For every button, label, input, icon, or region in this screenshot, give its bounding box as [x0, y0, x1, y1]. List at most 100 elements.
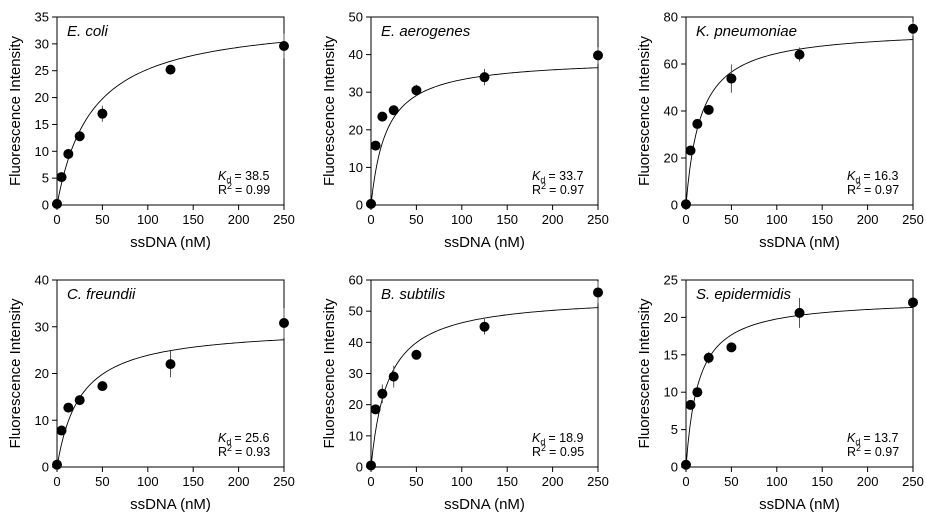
r2-annotation: R2 = 0.95 [532, 443, 584, 459]
y-axis-title: Fluorescence Intensity [321, 298, 338, 449]
x-axis-title: ssDNA (nM) [130, 234, 211, 251]
y-tick-label: 10 [35, 413, 49, 428]
y-tick-label: 60 [664, 57, 678, 72]
y-axis-title: Fluorescence Intensity [321, 35, 338, 186]
kd-subscript: d [226, 437, 231, 447]
x-tick-label: 0 [367, 474, 374, 489]
x-tick-label: 100 [137, 474, 159, 489]
x-tick-label: 50 [724, 212, 738, 227]
kd-subscript: d [226, 175, 231, 185]
x-tick-label: 0 [682, 212, 689, 227]
r2-annotation: R2 = 0.99 [218, 181, 270, 197]
r2-value: = 0.97 [864, 183, 899, 197]
r2-symbol: R [532, 445, 541, 459]
y-tick-label: 50 [349, 10, 363, 25]
x-tick-label: 200 [542, 474, 564, 489]
data-point [794, 49, 805, 60]
x-axis-title: ssDNA (nM) [130, 496, 211, 513]
x-tick-label: 200 [857, 474, 879, 489]
x-tick-label: 50 [409, 474, 423, 489]
data-point [370, 140, 381, 151]
kd-symbol: K [847, 431, 856, 445]
data-point [74, 395, 85, 406]
data-point [908, 297, 918, 308]
chart-panel-5: 0 10 20 30 40 50 60 0 50 100 150 200 250 ssDNA (nM) Fl… [321, 273, 609, 514]
x-tick-label: 100 [766, 212, 788, 227]
plot-frame [370, 16, 599, 206]
data-point [726, 73, 737, 84]
panel-title: E. aerogenes [381, 23, 471, 40]
y-tick-label: 10 [349, 428, 363, 443]
x-tick-label: 100 [766, 474, 788, 489]
data-point [97, 108, 108, 119]
y-tick-label: 20 [35, 90, 49, 105]
r2-value: = 0.99 [235, 183, 270, 197]
y-tick-label: 35 [35, 10, 49, 25]
data-point [411, 349, 422, 360]
x-tick-label: 150 [496, 474, 518, 489]
x-tick-label: 50 [95, 212, 109, 227]
data-point [377, 111, 388, 122]
x-tick-label: 150 [811, 474, 833, 489]
y-axis-title: Fluorescence Intensity [7, 35, 24, 186]
r2-symbol: R [847, 445, 856, 459]
x-tick-label: 0 [53, 212, 60, 227]
kd-value: = 18.9 [548, 431, 583, 445]
data-point [279, 318, 289, 329]
x-tick-label: 150 [182, 474, 204, 489]
panel-title: S. epidermidis [696, 286, 792, 303]
r2-superscript: 2 [856, 443, 861, 453]
data-point [366, 460, 376, 471]
y-tick-label: 15 [35, 117, 49, 132]
r2-superscript: 2 [541, 443, 546, 453]
kd-annotation: Kd = 33.7 [532, 169, 584, 185]
y-tick-label: 20 [35, 366, 49, 381]
x-tick-label: 100 [451, 474, 473, 489]
kd-subscript: d [540, 175, 545, 185]
x-tick-label: 50 [409, 212, 423, 227]
x-tick-label: 250 [902, 474, 924, 489]
chart-panel-2: 0 10 20 30 40 50 0 50 100 150 200 250 ssDNA (nM) Fluo… [321, 10, 609, 252]
kd-annotation: Kd = 38.5 [218, 169, 270, 185]
data-point [479, 72, 490, 83]
r2-superscript: 2 [541, 181, 546, 191]
x-tick-label: 250 [902, 212, 924, 227]
y-tick-label: 80 [664, 10, 678, 25]
x-tick-label: 200 [228, 474, 250, 489]
x-tick-label: 200 [542, 212, 564, 227]
y-tick-label: 20 [664, 151, 678, 166]
r2-superscript: 2 [856, 181, 861, 191]
plot-frame [685, 279, 914, 468]
y-axis-title: Fluorescence Intensity [7, 298, 24, 449]
y-tick-label: 0 [356, 460, 363, 475]
kd-symbol: K [218, 431, 227, 445]
x-tick-label: 200 [228, 212, 250, 227]
kd-annotation: Kd = 13.7 [847, 431, 899, 447]
y-axis-title: Fluorescence Intensity [636, 298, 653, 449]
y-tick-label: 10 [349, 160, 363, 175]
y-tick-label: 20 [664, 310, 678, 325]
y-tick-label: 10 [35, 144, 49, 159]
y-tick-label: 0 [42, 198, 49, 213]
x-axis-title: ssDNA (nM) [759, 234, 840, 251]
y-tick-label: 0 [671, 460, 678, 475]
r2-annotation: R2 = 0.97 [532, 181, 584, 197]
data-point [685, 399, 696, 410]
data-point [908, 23, 918, 34]
y-tick-label: 5 [42, 171, 49, 186]
data-point [377, 388, 388, 399]
data-point [692, 118, 703, 129]
data-point [63, 402, 74, 413]
data-point [681, 199, 691, 210]
kd-value: = 25.6 [234, 431, 269, 445]
x-tick-label: 150 [496, 212, 518, 227]
r2-symbol: R [218, 445, 227, 459]
data-point [165, 64, 176, 75]
data-point [63, 148, 74, 159]
kd-symbol: K [532, 169, 541, 183]
data-point [388, 105, 399, 116]
x-tick-label: 0 [53, 474, 60, 489]
r2-symbol: R [218, 183, 227, 197]
x-tick-label: 50 [724, 474, 738, 489]
